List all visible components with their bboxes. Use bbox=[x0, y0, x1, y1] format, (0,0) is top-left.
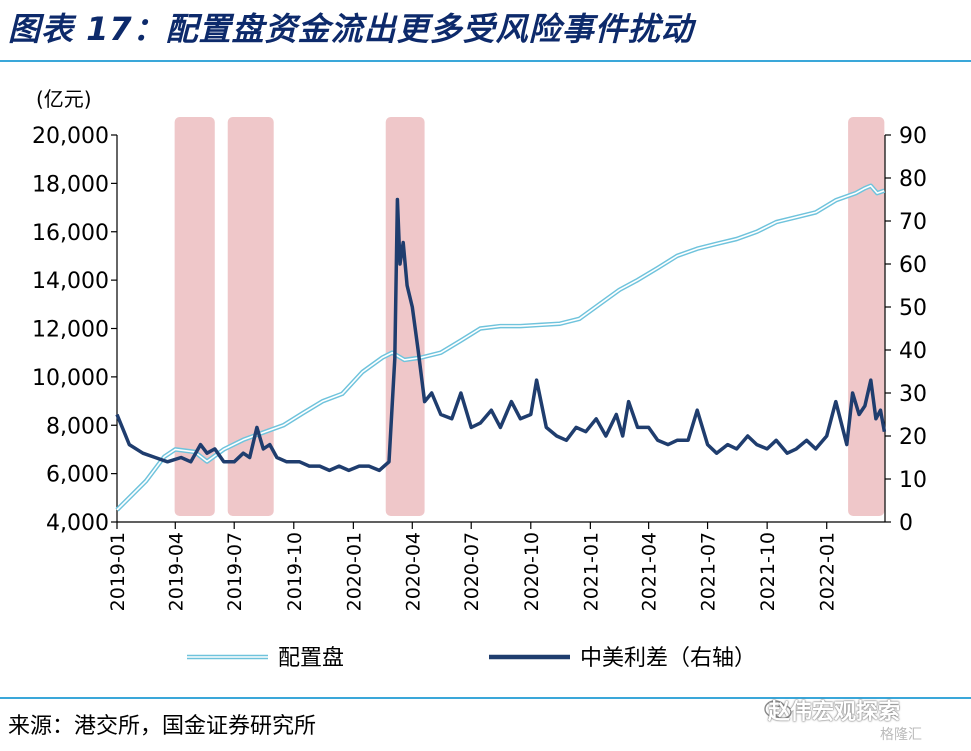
y-right-tick-label: 80 bbox=[899, 167, 927, 192]
x-tick-label: 2020-01 bbox=[343, 532, 365, 611]
y-left-tick-label: 10,000 bbox=[32, 366, 109, 391]
y-right-tick-label: 90 bbox=[899, 124, 927, 149]
x-tick-label: 2019-07 bbox=[224, 532, 246, 611]
shade-2 bbox=[227, 117, 274, 516]
shade-1 bbox=[174, 117, 215, 516]
y-right-tick-label: 60 bbox=[899, 253, 927, 278]
shade-3 bbox=[385, 117, 425, 516]
source-rule bbox=[0, 697, 971, 699]
y-right-tick-label: 20 bbox=[899, 425, 927, 450]
y-left-tick-label: 8,000 bbox=[46, 414, 109, 439]
x-tick-label: 2020-07 bbox=[461, 532, 483, 611]
y-right-tick-label: 30 bbox=[899, 382, 927, 407]
x-tick-label: 2019-10 bbox=[284, 532, 306, 611]
source-note: 来源：港交所，国金证券研究所 bbox=[8, 714, 317, 739]
series-peizhipan-core bbox=[116, 185, 885, 511]
x-tick-label: 2021-01 bbox=[580, 532, 602, 611]
x-tick-label: 2020-04 bbox=[402, 532, 424, 611]
x-tick-label: 2020-10 bbox=[521, 532, 543, 611]
x-tick-label: 2021-10 bbox=[757, 532, 779, 611]
x-tick-label: 2022-01 bbox=[817, 532, 839, 611]
y-left-tick-label: 20,000 bbox=[32, 124, 109, 149]
legend-label-peizhipan: 配置盘 bbox=[278, 646, 344, 671]
y-right-tick-label: 70 bbox=[899, 210, 927, 235]
y-right-tick-label: 10 bbox=[899, 468, 927, 493]
axes: 4,000 6,000 8,000 10,000 12,000 14,000 16,000 1… bbox=[32, 87, 927, 611]
series-lines bbox=[115, 183, 887, 512]
watermark: 赵伟宏观探索 bbox=[768, 700, 901, 725]
y-left-tick-label: 14,000 bbox=[32, 269, 109, 294]
y-left-tick-label: 16,000 bbox=[32, 221, 109, 246]
y-left-tick-label: 12,000 bbox=[32, 318, 109, 343]
y-left-tick-label: 4,000 bbox=[46, 511, 109, 536]
y-right-tick-label: 40 bbox=[899, 339, 927, 364]
legend: 配置盘 中美利差（右轴） bbox=[187, 646, 756, 671]
y-left-tick-label: 18,000 bbox=[32, 172, 109, 197]
shaded-regions bbox=[174, 117, 885, 516]
y-right-tick-label: 50 bbox=[899, 296, 927, 321]
x-tick-label: 2019-01 bbox=[107, 532, 129, 611]
legend-label-spread: 中美利差（右轴） bbox=[580, 646, 756, 671]
chart-title: 图表 17：配置盘资金流出更多受风险事件扰动 bbox=[8, 10, 694, 48]
x-tick-label: 2019-04 bbox=[165, 532, 187, 611]
y-left-unit: (亿元) bbox=[36, 87, 92, 111]
y-right-tick-label: 0 bbox=[899, 511, 913, 536]
title-rule bbox=[0, 60, 971, 62]
shade-4 bbox=[848, 117, 885, 516]
wechat-icon bbox=[764, 700, 792, 720]
series-spread-line bbox=[115, 197, 887, 473]
watermark-sub: 格隆汇 bbox=[880, 727, 922, 743]
chart-area: 4,000 6,000 8,000 10,000 12,000 14,000 16,000 1… bbox=[32, 87, 927, 671]
y-left-tick-label: 6,000 bbox=[46, 463, 109, 488]
x-tick-label: 2021-04 bbox=[639, 532, 661, 611]
x-tick-label: 2021-07 bbox=[698, 532, 720, 611]
